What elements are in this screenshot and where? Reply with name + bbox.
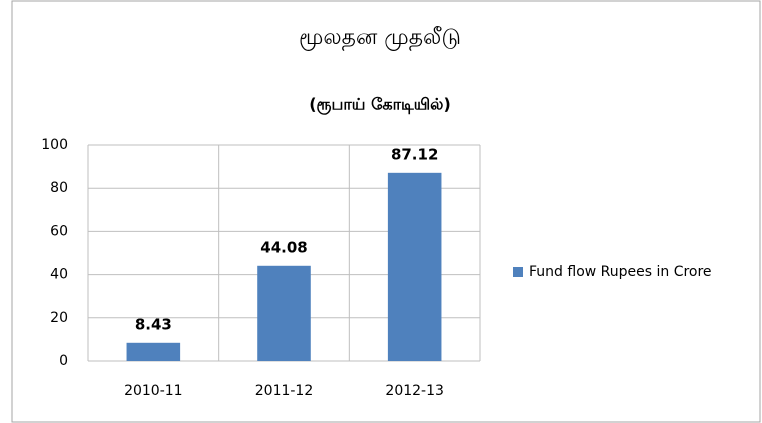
data-label: 44.08 <box>260 238 307 256</box>
y-tick-label: 60 <box>50 223 68 239</box>
x-tick-label: 2011-12 <box>255 383 314 399</box>
bar <box>387 172 442 361</box>
y-tick-label: 0 <box>59 353 68 369</box>
y-tick-label: 80 <box>50 180 68 196</box>
legend-swatch <box>513 267 523 277</box>
chart-frame <box>11 0 761 423</box>
chart-title: மூலதன முதலீடு <box>299 25 461 51</box>
chart-subtitle: (ரூபாய் கோடியில்) <box>309 95 451 115</box>
x-tick-label: 2012-13 <box>385 383 444 399</box>
bar <box>126 342 181 361</box>
x-tick-label: 2010-11 <box>124 383 183 399</box>
legend-label: Fund flow Rupees in Crore <box>529 264 712 280</box>
data-label: 87.12 <box>391 145 438 163</box>
bar <box>257 265 311 361</box>
y-tick-label: 40 <box>50 267 68 283</box>
y-tick-label: 100 <box>41 137 68 153</box>
data-label: 8.43 <box>135 315 172 333</box>
y-tick-label: 20 <box>50 310 68 326</box>
